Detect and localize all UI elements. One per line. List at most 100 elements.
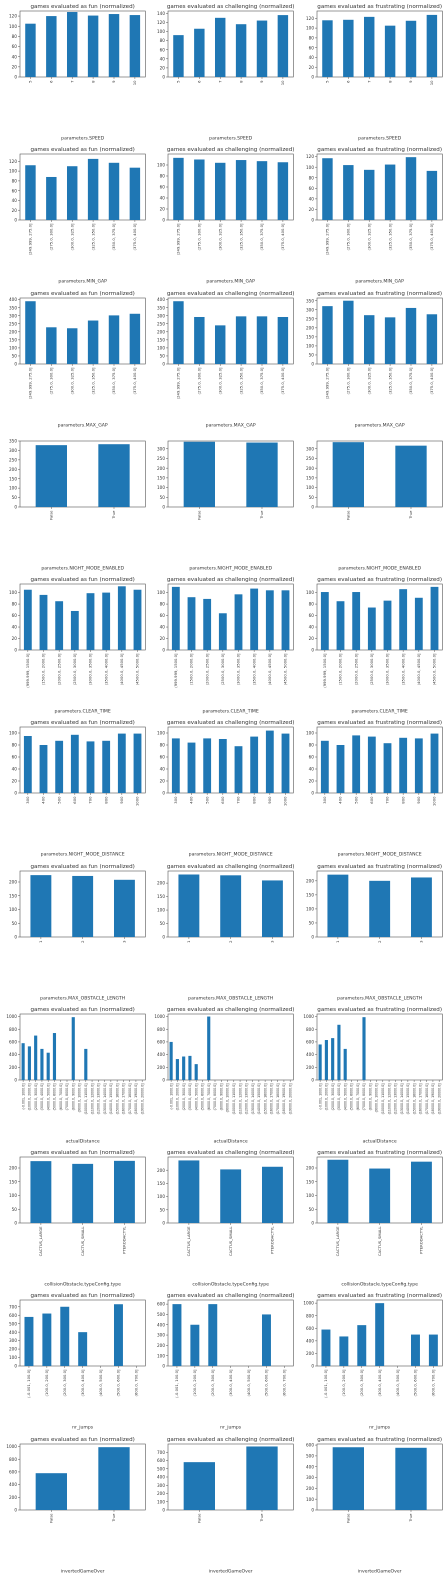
y-tick-label: 100 <box>306 906 314 911</box>
x-axis-label: invertedGameOver <box>209 1568 253 1574</box>
x-tick-label: (-0.001, 100.0] <box>323 1369 328 1398</box>
x-tick-label: False <box>197 510 202 520</box>
bar <box>46 177 57 221</box>
y-tick-label: 100 <box>9 24 17 29</box>
chart-title: games evaluated as fun (normalized) <box>30 1437 134 1443</box>
chart-panel-9: 0 50 100 150 200 250 300 350 False True parameters… <box>9 438 146 571</box>
bar <box>281 590 290 651</box>
y-tick-label: 300 <box>9 313 17 318</box>
bar <box>405 157 416 221</box>
y-tick-label: 0 <box>14 1507 17 1512</box>
bar <box>426 313 437 364</box>
chart-panel-26: games evaluated as frustrating (normaliz… <box>306 1150 443 1287</box>
bar <box>178 874 200 937</box>
x-tick-label: 800 <box>400 796 405 804</box>
y-tick-label: 150 <box>306 892 314 897</box>
x-tick-label: (17000.0, 18000.0] <box>425 1083 429 1114</box>
bar <box>351 735 360 794</box>
x-tick-label: (17000.0, 18000.0] <box>276 1083 280 1114</box>
x-tick-label: (17000.0, 18000.0] <box>128 1083 132 1114</box>
x-tick-label: (10000.0, 11000.0] <box>84 1083 88 1114</box>
y-tick-label: 80 <box>12 34 18 39</box>
x-tick-label: 400 <box>41 796 46 804</box>
x-tick-label: (375.0, 400.0] <box>132 223 137 251</box>
y-tick-label: 0 <box>14 504 17 509</box>
y-tick-label: 500 <box>306 1453 314 1458</box>
bar <box>55 741 64 794</box>
y-tick-label: 100 <box>306 731 314 736</box>
y-tick-label: 120 <box>157 20 165 25</box>
y-tick-label: 400 <box>9 297 17 302</box>
bar <box>246 442 278 507</box>
x-tick-label: (3500.0, 4000.0] <box>400 653 405 685</box>
x-tick-label: (600.0, 700.0] <box>282 1369 287 1397</box>
y-tick-label: 1000 <box>303 1014 314 1019</box>
y-tick-label: 1000 <box>6 1444 17 1449</box>
plot-frame <box>19 297 146 364</box>
x-tick-label: 500 <box>56 796 61 804</box>
x-axis-label: parameters.MAX_OBSTACLE_LENGTH <box>337 995 422 1001</box>
x-tick-label: PTERODACTYL <box>418 1226 423 1254</box>
y-tick-label: 60 <box>160 185 166 190</box>
bar <box>320 592 329 651</box>
chart-title: games evaluated as frustrating (normaliz… <box>317 577 442 583</box>
y-tick-label: 80 <box>160 38 166 43</box>
bar <box>190 1325 200 1367</box>
y-tick-label: 60 <box>160 755 166 760</box>
x-tick-label: (2000.0, 2500.0] <box>56 653 61 685</box>
bar <box>363 314 375 364</box>
chart-title: games evaluated as challenging (normaliz… <box>167 1293 295 1299</box>
x-tick-label: (8000.0, 9000.0] <box>220 1083 224 1110</box>
y-tick-label: 100 <box>9 486 17 491</box>
x-tick-label: True <box>260 510 265 520</box>
chart-title: games evaluated as challenging (normaliz… <box>167 1007 295 1013</box>
y-tick-label: 400 <box>306 1052 314 1057</box>
bar <box>342 165 354 221</box>
y-tick-label: 50 <box>308 920 314 925</box>
y-tick-label: 200 <box>306 1065 314 1070</box>
bar <box>108 163 120 221</box>
y-tick-label: 120 <box>9 159 17 164</box>
chart-panel-7: games evaluated as challenging (normaliz… <box>157 291 294 428</box>
x-tick-label: 1 <box>38 940 43 943</box>
x-tick-label: (200.0, 300.0] <box>62 1369 67 1397</box>
bar <box>410 877 432 937</box>
y-tick-label: 0 <box>163 1507 166 1512</box>
y-tick-label: 600 <box>157 1458 165 1463</box>
y-tick-label: 0 <box>14 934 17 939</box>
x-tick-label: CACTUS_LARGE <box>186 1226 191 1257</box>
x-axis-label: actualDistance <box>66 1138 100 1144</box>
y-tick-label: 60 <box>12 189 18 194</box>
x-tick-label: (400.0, 500.0] <box>246 1369 251 1397</box>
y-tick-label: 600 <box>157 1039 165 1044</box>
bar <box>46 326 57 364</box>
x-tick-label: (325.0, 350.0] <box>90 367 95 395</box>
bar <box>203 738 212 794</box>
x-tick-label: (300.0, 325.0] <box>366 367 371 395</box>
x-tick-label: (2000.0, 3000.0] <box>34 1083 38 1110</box>
y-tick-label: 80 <box>308 35 314 40</box>
y-tick-label: 600 <box>157 1302 165 1307</box>
bar <box>414 597 423 651</box>
plot-frame <box>316 727 443 794</box>
y-tick-label: 100 <box>157 1194 165 1199</box>
x-tick-label: (2000.0, 3000.0] <box>331 1083 335 1110</box>
y-tick-label: 50 <box>12 1207 18 1212</box>
x-tick-label: (10000.0, 11000.0] <box>381 1083 385 1114</box>
bar <box>133 733 142 794</box>
bar <box>414 738 423 794</box>
x-tick-label: (8000.0, 9000.0] <box>368 1083 372 1110</box>
bar <box>321 1329 331 1367</box>
y-tick-label: 200 <box>157 466 165 471</box>
x-tick-label: (400.0, 500.0] <box>394 1369 399 1397</box>
y-tick-label: 0 <box>163 934 166 939</box>
y-tick-label: 80 <box>12 179 18 184</box>
y-tick-label: 0 <box>14 1078 17 1083</box>
y-tick-label: 50 <box>12 495 18 500</box>
bar <box>410 1335 420 1367</box>
x-tick-label: (-0.001, 100.0] <box>174 1369 179 1398</box>
y-tick-label: 40 <box>308 625 314 630</box>
bar <box>46 1052 50 1080</box>
y-tick-label: 0 <box>163 504 166 509</box>
bar <box>55 601 64 651</box>
